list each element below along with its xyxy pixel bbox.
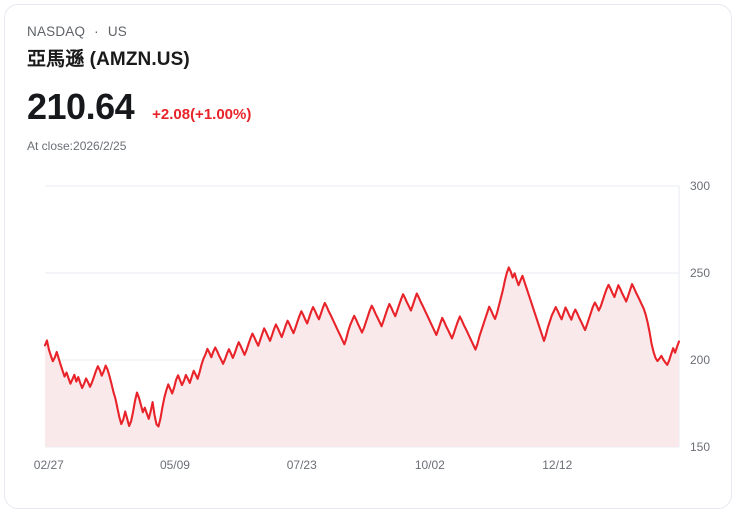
price-change: +2.08(+1.00%) — [152, 106, 252, 123]
x-axis-tick-label: 02/27 — [34, 458, 64, 472]
y-axis-tick-label: 200 — [690, 353, 710, 367]
chart-x-axis-labels: 02/27 05/09 07/23 10/02 12/12 — [34, 458, 573, 472]
page-title: 亞馬遜 (AMZN.US) — [27, 49, 190, 70]
price-chart[interactable]: 300 250 200 150 02/27 05/09 07/23 10/02 12/12 — [5, 165, 732, 485]
chart-y-axis-labels: 300 250 200 150 — [690, 179, 710, 454]
y-axis-tick-label: 250 — [690, 266, 710, 280]
chart-price-line — [43, 266, 681, 428]
current-price: 210.64 — [27, 86, 135, 127]
x-axis-tick-label: 07/23 — [287, 458, 317, 472]
market-status: At close:2026/2/25 — [27, 139, 127, 153]
x-axis-tick-label: 05/09 — [160, 458, 190, 472]
exchange-name: NASDAQ — [27, 24, 86, 39]
region-label: US — [107, 24, 127, 39]
chart-area-fill — [45, 267, 679, 447]
x-axis-tick-label: 12/12 — [542, 458, 572, 472]
separator-dot: · — [94, 24, 99, 39]
exchange-row: NASDAQ · US — [27, 23, 731, 41]
quote-header: NASDAQ · US 亞馬遜 (AMZN.US) 210.64 +2.08(+… — [5, 5, 731, 154]
y-axis-tick-label: 300 — [690, 179, 710, 193]
stock-quote-card: NASDAQ · US 亞馬遜 (AMZN.US) 210.64 +2.08(+… — [4, 4, 732, 509]
price-chart-svg[interactable]: 300 250 200 150 02/27 05/09 07/23 10/02 12/12 — [5, 165, 732, 485]
y-axis-tick-label: 150 — [690, 440, 710, 454]
price-row: 210.64 +2.08(+1.00%) — [27, 87, 731, 127]
x-axis-tick-label: 10/02 — [415, 458, 445, 472]
